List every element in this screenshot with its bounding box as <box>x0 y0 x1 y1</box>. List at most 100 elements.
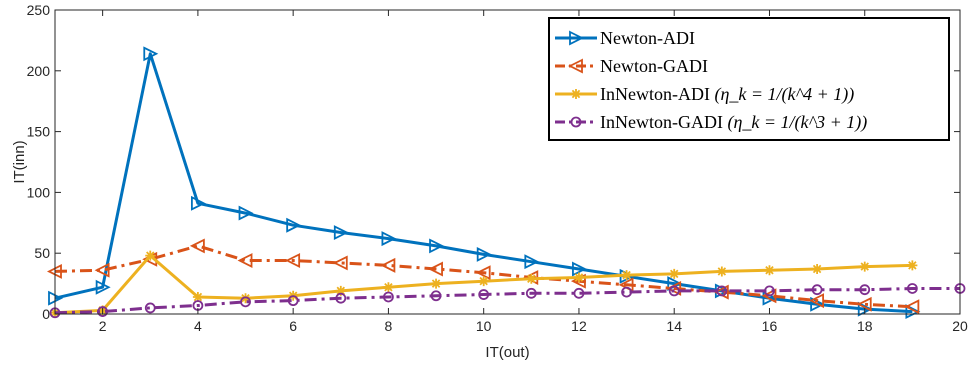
data-point-marker <box>145 250 156 261</box>
legend-label-name: Newton-ADI <box>600 28 695 48</box>
legend-marker <box>567 58 583 74</box>
data-point-marker <box>287 295 299 307</box>
legend-marker <box>569 30 585 46</box>
data-point-marker <box>97 306 109 317</box>
plot-area-frame <box>54 9 961 315</box>
data-point-marker <box>621 270 632 281</box>
legend-marker <box>571 89 581 99</box>
data-point-marker <box>286 217 302 233</box>
data-point-marker <box>431 278 442 289</box>
data-point-marker <box>381 231 397 247</box>
x-tick-label: 16 <box>762 318 778 334</box>
data-point-marker <box>859 261 870 272</box>
data-point-marker <box>335 285 346 296</box>
x-tick-label: 2 <box>99 318 107 334</box>
series-line <box>54 244 913 309</box>
legend-marker <box>570 116 582 128</box>
legend-item: InNewton-GADI (η_k = 1/(k^3 + 1)) <box>555 112 867 133</box>
data-point-marker <box>240 296 251 308</box>
data-point-marker <box>475 265 491 281</box>
data-point-marker <box>669 268 680 279</box>
data-point-marker <box>856 296 872 312</box>
data-point-marker <box>573 287 585 299</box>
y-axis-label: IT(inn) <box>11 140 28 183</box>
data-point-marker <box>764 285 775 297</box>
data-point-marker <box>285 253 301 268</box>
data-point-marker <box>478 276 489 287</box>
data-point-marker <box>144 302 156 314</box>
data-point-marker <box>907 260 918 271</box>
data-point-marker <box>380 257 396 273</box>
legend-item: InNewton-ADI (η_k = 1/(k^4 + 1)) <box>555 84 854 105</box>
legend: Newton-ADI Newton-GADI InNewton-ADI (η_k =… <box>548 17 950 141</box>
data-point-marker <box>429 238 445 254</box>
data-point-marker <box>524 254 540 270</box>
x-tick-label: 10 <box>476 318 492 334</box>
y-tick-label: 150 <box>27 124 51 140</box>
data-point-marker <box>811 284 823 296</box>
data-point-marker <box>573 272 584 283</box>
series-line <box>54 287 960 315</box>
data-point-marker <box>428 261 443 277</box>
data-point-marker <box>383 291 394 303</box>
x-axis-label: IT(out) <box>485 344 529 361</box>
data-point-marker <box>812 264 823 275</box>
legend-label: InNewton-GADI (η_k = 1/(k^3 + 1)) <box>600 112 867 133</box>
x-tick-label: 4 <box>194 318 202 334</box>
data-point-marker <box>143 46 159 62</box>
y-tick-label: 0 <box>42 306 50 322</box>
y-tick-label: 250 <box>27 2 51 18</box>
data-point-marker <box>189 238 205 254</box>
legend-label-name: InNewton-GADI <box>600 112 727 132</box>
data-point-marker <box>525 287 537 299</box>
legend-label: InNewton-ADI (η_k = 1/(k^4 + 1)) <box>600 84 854 105</box>
data-point-marker <box>906 283 918 294</box>
data-point-marker <box>716 285 728 297</box>
legend-label: Newton-GADI <box>600 56 708 76</box>
data-point-marker <box>761 288 777 304</box>
data-point-marker <box>383 282 394 293</box>
x-tick-label: 12 <box>571 318 587 334</box>
data-point-marker <box>478 289 490 300</box>
x-tick-label: 18 <box>857 318 873 334</box>
legend-label: Newton-ADI <box>600 28 695 48</box>
x-tick-label: 14 <box>666 318 682 334</box>
data-point-marker <box>621 286 632 298</box>
x-tick-label: 8 <box>385 318 393 334</box>
y-tick-label: 200 <box>27 63 51 79</box>
data-point-marker <box>237 253 253 268</box>
data-point-marker <box>716 266 727 277</box>
data-point-marker <box>430 290 442 302</box>
legend-item: Newton-ADI <box>555 28 695 48</box>
data-point-marker <box>572 261 587 277</box>
data-point-marker <box>905 304 921 320</box>
data-point-marker <box>190 195 206 211</box>
data-point-marker <box>809 293 825 309</box>
data-point-marker <box>764 265 775 276</box>
legend-label-name: Newton-GADI <box>600 56 708 76</box>
legend-label-formula: (η_k = 1/(k^4 + 1)) <box>714 84 854 105</box>
legend-item: Newton-GADI <box>555 56 708 76</box>
data-point-marker <box>476 246 492 262</box>
data-point-marker <box>526 273 537 284</box>
data-point-marker <box>238 205 254 221</box>
legend-label-formula: (η_k = 1/(k^3 + 1)) <box>727 112 867 133</box>
data-point-marker <box>95 279 111 295</box>
y-tick-label: 100 <box>27 184 51 200</box>
data-point-marker <box>335 292 347 304</box>
series-layer <box>46 46 966 320</box>
data-point-marker <box>333 225 349 240</box>
series-4 <box>49 283 966 319</box>
data-point-marker <box>904 299 920 315</box>
x-tick-label: 20 <box>952 318 968 334</box>
data-point-marker <box>94 262 110 278</box>
data-point-marker <box>668 285 680 297</box>
legend-box <box>548 17 950 141</box>
data-point-marker <box>332 255 348 271</box>
y-tick-label: 50 <box>34 245 50 261</box>
legend-label-name: InNewton-ADI <box>600 84 714 104</box>
data-point-marker <box>192 291 203 302</box>
data-point-marker <box>859 284 871 296</box>
